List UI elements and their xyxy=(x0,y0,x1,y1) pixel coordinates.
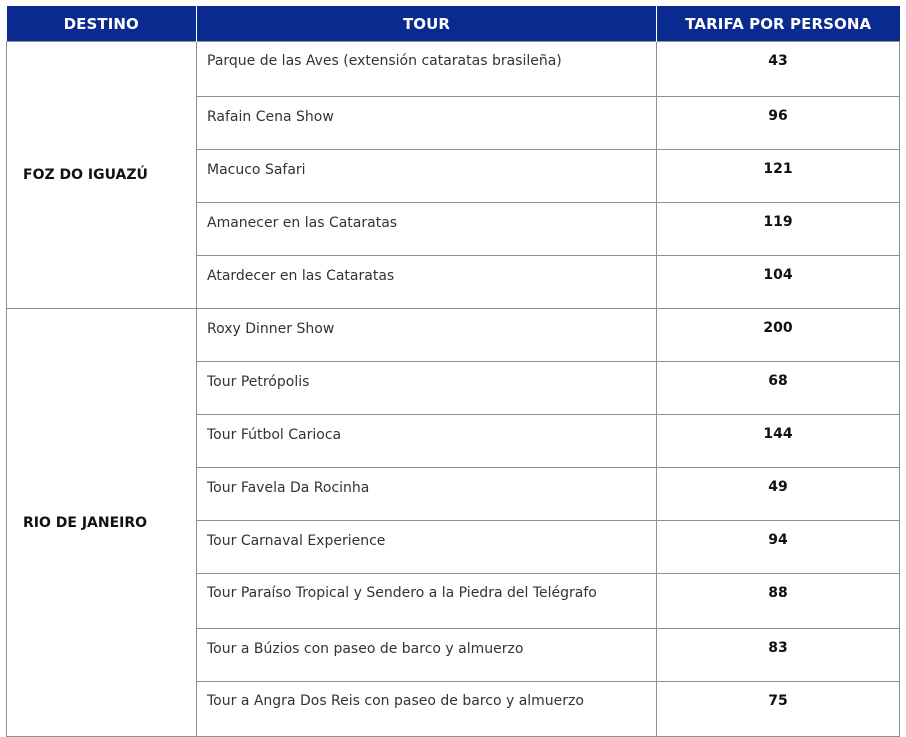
destination-cell-foz: FOZ DO IGUAZÚ xyxy=(7,42,197,309)
header-tour: TOUR xyxy=(197,6,657,42)
rate-cell: 200 xyxy=(657,309,900,362)
tour-price-table: DESTINO TOUR TARIFA POR PERSONA FOZ DO I… xyxy=(6,6,900,737)
tour-cell: Atardecer en las Cataratas xyxy=(197,256,657,309)
rate-cell: 94 xyxy=(657,521,900,574)
destination-cell-rio: RIO DE JANEIRO xyxy=(7,309,197,737)
header-destino: DESTINO xyxy=(7,6,197,42)
rate-cell: 96 xyxy=(657,97,900,150)
rate-cell: 75 xyxy=(657,682,900,737)
tour-cell: Tour a Angra Dos Reis con paseo de barco… xyxy=(197,682,657,737)
rate-cell: 83 xyxy=(657,629,900,682)
tour-cell: Tour Paraíso Tropical y Sendero a la Pie… xyxy=(197,574,657,629)
tour-cell: Roxy Dinner Show xyxy=(197,309,657,362)
rate-cell: 121 xyxy=(657,150,900,203)
page: DESTINO TOUR TARIFA POR PERSONA FOZ DO I… xyxy=(0,0,906,650)
rate-cell: 88 xyxy=(657,574,900,629)
header-row: DESTINO TOUR TARIFA POR PERSONA xyxy=(7,6,900,42)
rate-cell: 49 xyxy=(657,468,900,521)
tour-cell: Tour Petrópolis xyxy=(197,362,657,415)
tour-cell: Parque de las Aves (extensión cataratas … xyxy=(197,42,657,97)
rate-cell: 68 xyxy=(657,362,900,415)
rate-cell: 144 xyxy=(657,415,900,468)
rate-cell: 43 xyxy=(657,42,900,97)
tour-cell: Amanecer en las Cataratas xyxy=(197,203,657,256)
tour-cell: Rafain Cena Show xyxy=(197,97,657,150)
table-header: DESTINO TOUR TARIFA POR PERSONA xyxy=(7,6,900,42)
table-row: RIO DE JANEIRO Roxy Dinner Show 200 xyxy=(7,309,900,362)
tour-cell: Macuco Safari xyxy=(197,150,657,203)
tour-cell: Tour a Búzios con paseo de barco y almue… xyxy=(197,629,657,682)
rate-cell: 104 xyxy=(657,256,900,309)
tour-cell: Tour Fútbol Carioca xyxy=(197,415,657,468)
table-row: FOZ DO IGUAZÚ Parque de las Aves (extens… xyxy=(7,42,900,97)
tour-cell: Tour Favela Da Rocinha xyxy=(197,468,657,521)
header-tarifa: TARIFA POR PERSONA xyxy=(657,6,900,42)
table-body: FOZ DO IGUAZÚ Parque de las Aves (extens… xyxy=(7,42,900,737)
tour-cell: Tour Carnaval Experience xyxy=(197,521,657,574)
rate-cell: 119 xyxy=(657,203,900,256)
